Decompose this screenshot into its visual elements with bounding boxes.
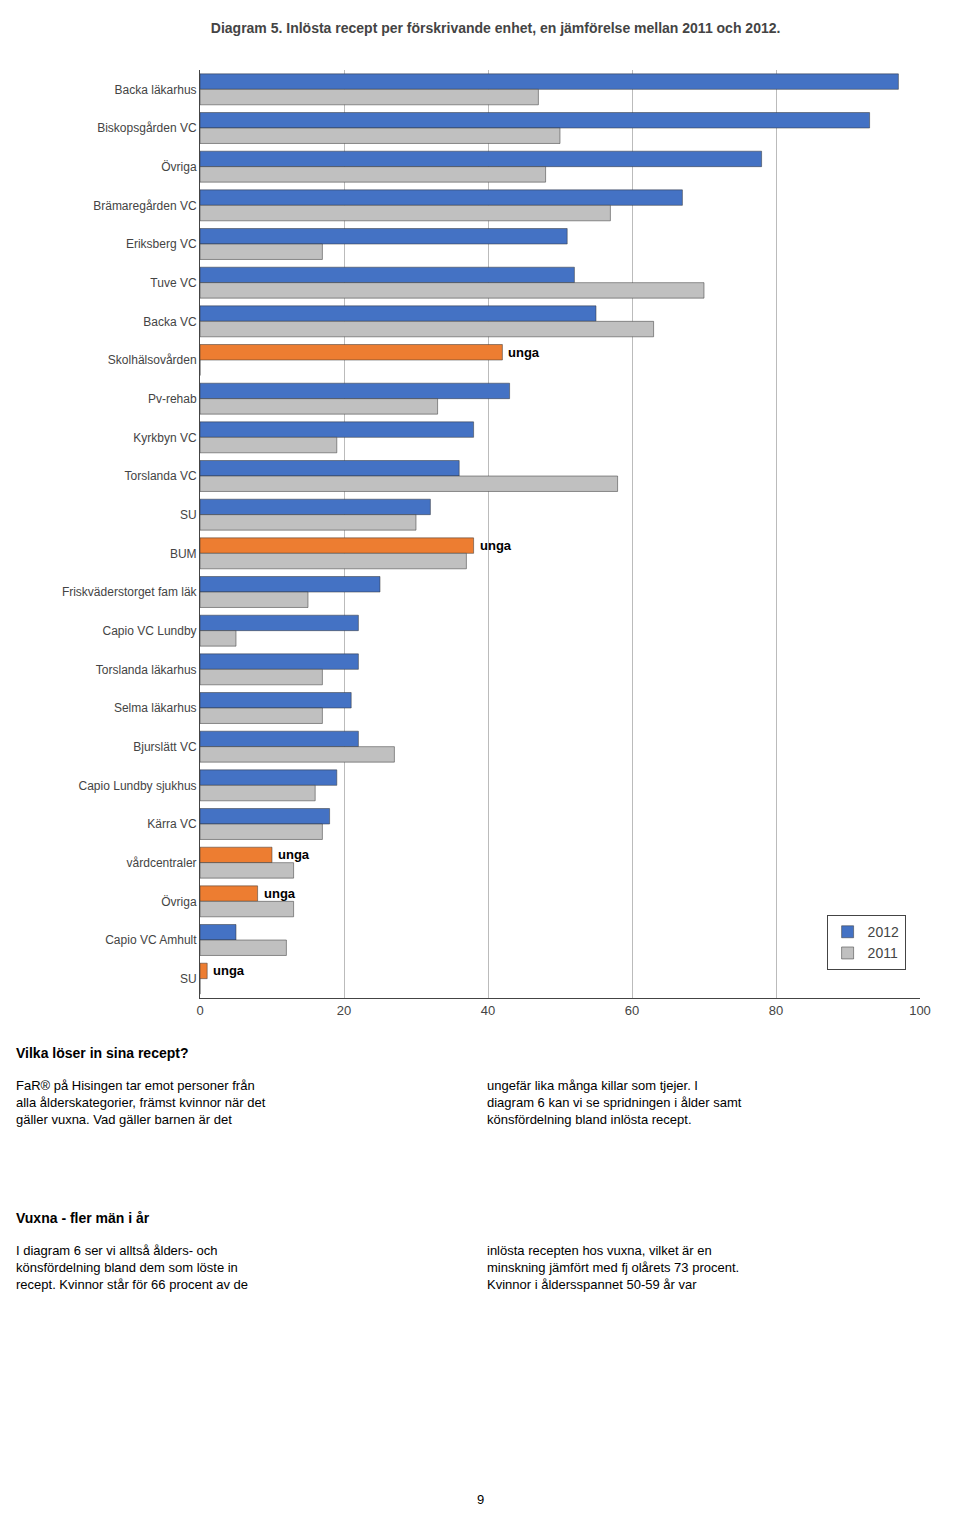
svg-text:BUM: BUM (170, 547, 197, 561)
svg-text:Eriksberg VC: Eriksberg VC (126, 237, 197, 251)
svg-text:2011: 2011 (868, 945, 898, 961)
svg-text:Övriga: Övriga (161, 895, 197, 909)
svg-text:Backa VC: Backa VC (143, 315, 197, 329)
svg-text:2012: 2012 (868, 924, 899, 940)
svg-text:80: 80 (769, 1003, 783, 1018)
svg-text:Vilka löser in sina recept?: Vilka löser in sina recept? (16, 1045, 188, 1061)
svg-text:40: 40 (481, 1003, 495, 1018)
svg-text:60: 60 (625, 1003, 639, 1018)
svg-text:Kyrkbyn VC: Kyrkbyn VC (133, 431, 197, 445)
svg-text:100: 100 (909, 1003, 931, 1018)
svg-text:unga: unga (213, 963, 245, 978)
svg-text:Diagram 5. Inlösta recept per: Diagram 5. Inlösta recept per förskrivan… (211, 20, 781, 36)
svg-text:SU: SU (180, 508, 197, 522)
svg-text:Selma läkarhus: Selma läkarhus (114, 701, 197, 715)
svg-text:unga: unga (508, 345, 540, 360)
svg-text:Capio VC Amhult: Capio VC Amhult (105, 933, 197, 947)
svg-text:FaR® på Hisingen tar emot pers: FaR® på Hisingen tar emot personer fråna… (16, 1078, 266, 1127)
svg-text:Backa läkarhus: Backa läkarhus (115, 83, 197, 97)
svg-text:Friskväderstorget fam läk: Friskväderstorget fam läk (62, 585, 198, 599)
svg-text:ungefär lika många killar som: ungefär lika många killar som tjejer. Id… (487, 1078, 742, 1127)
svg-text:0: 0 (196, 1003, 203, 1018)
svg-text:unga: unga (480, 538, 512, 553)
svg-text:9: 9 (477, 1492, 484, 1507)
svg-text:Skolhälsovården: Skolhälsovården (108, 353, 197, 367)
svg-text:Bjurslätt VC: Bjurslätt VC (133, 740, 197, 754)
svg-text:Kärra VC: Kärra VC (147, 817, 197, 831)
svg-text:vårdcentraler: vårdcentraler (127, 856, 197, 870)
svg-text:Vuxna - fler män i år: Vuxna - fler män i år (16, 1210, 150, 1226)
svg-text:Brämaregården VC: Brämaregården VC (93, 199, 197, 213)
svg-text:unga: unga (278, 847, 310, 862)
svg-text:SU: SU (180, 972, 197, 986)
svg-text:Biskopsgården VC: Biskopsgården VC (97, 121, 197, 135)
svg-text:Capio Lundby sjukhus: Capio Lundby sjukhus (79, 779, 197, 793)
svg-text:I diagram 6 ser vi alltså ålde: I diagram 6 ser vi alltså ålders- ochkön… (16, 1243, 248, 1292)
svg-text:inlösta recepten hos vuxna, vi: inlösta recepten hos vuxna, vilket är en… (487, 1243, 739, 1292)
svg-text:Övriga: Övriga (161, 160, 197, 174)
svg-text:Capio VC Lundby: Capio VC Lundby (103, 624, 197, 638)
svg-text:Pv-rehab: Pv-rehab (148, 392, 197, 406)
svg-text:unga: unga (264, 886, 296, 901)
svg-text:Tuve VC: Tuve VC (150, 276, 197, 290)
svg-text:20: 20 (337, 1003, 351, 1018)
svg-text:Torslanda läkarhus: Torslanda läkarhus (96, 663, 197, 677)
svg-text:Torslanda VC: Torslanda VC (125, 469, 197, 483)
